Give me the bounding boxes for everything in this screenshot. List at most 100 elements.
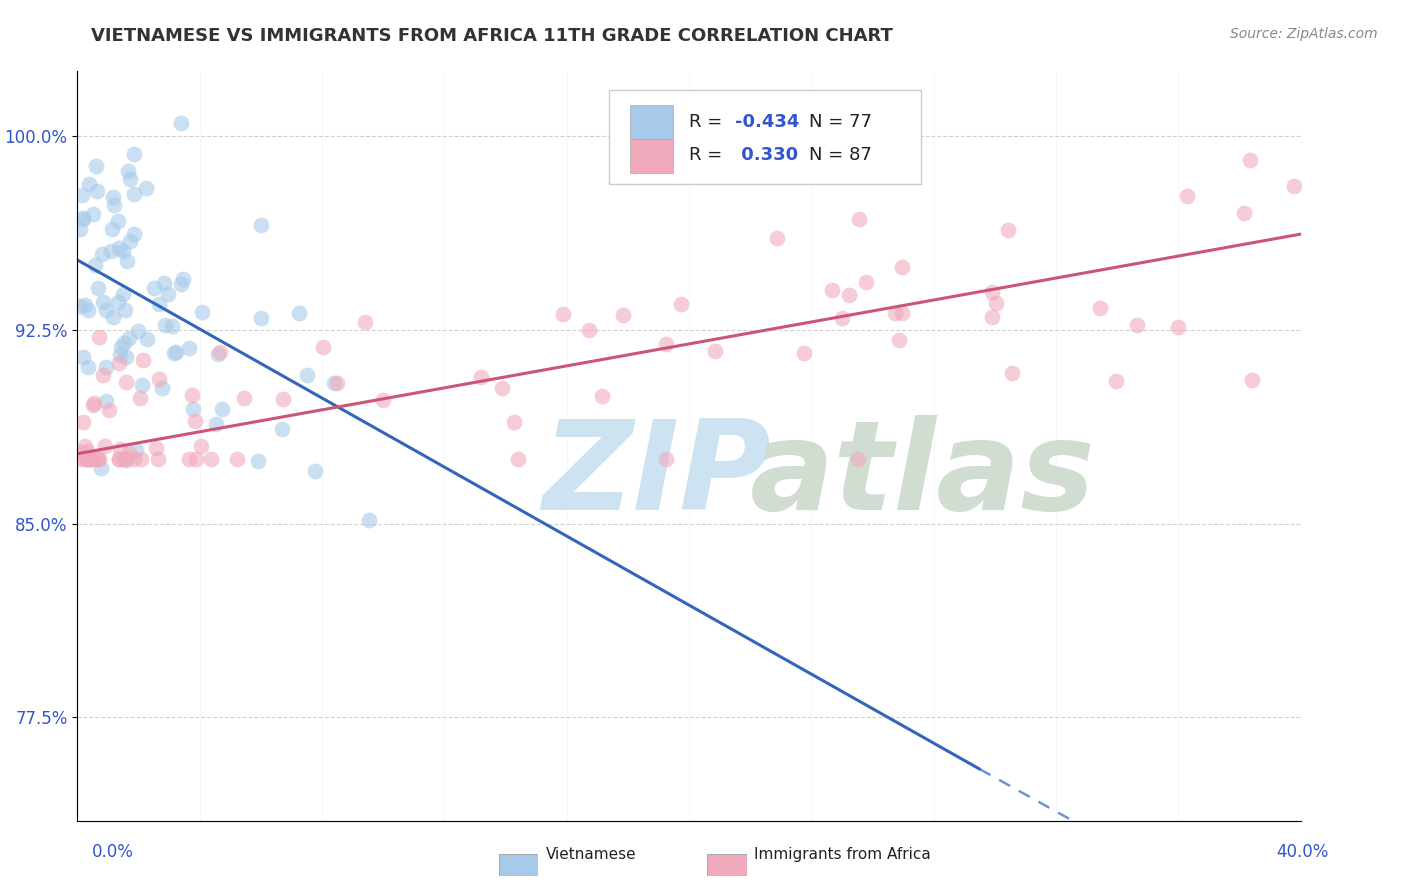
- Point: [72, 415, 94, 429]
- Point: [654, 451, 676, 466]
- Point: [157, 287, 180, 301]
- Point: [86, 184, 108, 198]
- Point: [122, 186, 145, 201]
- Point: [669, 297, 692, 311]
- Point: [112, 451, 135, 466]
- Point: [889, 333, 911, 347]
- Point: [77, 178, 100, 192]
- Point: [226, 451, 249, 466]
- Point: [506, 451, 529, 466]
- Point: [124, 451, 146, 466]
- Point: [143, 280, 166, 294]
- Point: [247, 454, 270, 468]
- Point: [295, 368, 318, 382]
- Point: [821, 283, 844, 297]
- Text: Vietnamese: Vietnamese: [546, 847, 636, 862]
- Text: ZIP: ZIP: [543, 416, 770, 536]
- Point: [551, 307, 574, 321]
- Point: [120, 234, 142, 248]
- Point: [153, 318, 176, 332]
- Point: [135, 181, 157, 195]
- FancyBboxPatch shape: [609, 90, 921, 184]
- Point: [848, 212, 870, 227]
- Point: [846, 451, 869, 466]
- Point: [183, 414, 205, 428]
- Point: [232, 391, 254, 405]
- Point: [72, 350, 94, 364]
- Point: [311, 340, 333, 354]
- Point: [1240, 373, 1263, 387]
- Point: [107, 451, 129, 466]
- Point: [200, 451, 222, 466]
- Text: Source: ZipAtlas.com: Source: ZipAtlas.com: [1230, 27, 1378, 41]
- Point: [77, 359, 100, 374]
- Point: [591, 389, 613, 403]
- Point: [112, 244, 135, 259]
- Point: [326, 376, 349, 390]
- Point: [1239, 153, 1261, 168]
- Point: [100, 244, 122, 259]
- Point: [83, 396, 105, 410]
- Point: [91, 247, 114, 261]
- Point: [84, 160, 107, 174]
- Point: [77, 451, 100, 466]
- Point: [981, 310, 1004, 324]
- Point: [101, 310, 124, 325]
- Text: 0.330: 0.330: [735, 146, 799, 164]
- Point: [765, 231, 787, 245]
- Point: [132, 352, 155, 367]
- Point: [129, 392, 152, 406]
- Point: [108, 241, 131, 255]
- Point: [148, 372, 170, 386]
- Point: [208, 345, 231, 359]
- Point: [108, 442, 131, 457]
- Point: [107, 295, 129, 310]
- Point: [114, 451, 136, 466]
- Point: [115, 350, 138, 364]
- Point: [578, 323, 600, 337]
- Point: [79, 451, 101, 466]
- Point: [129, 451, 152, 466]
- Point: [179, 342, 201, 356]
- Point: [205, 417, 228, 431]
- Text: N = 87: N = 87: [808, 146, 872, 164]
- Point: [82, 207, 104, 221]
- Point: [98, 402, 121, 417]
- Point: [82, 398, 104, 412]
- Point: [191, 305, 214, 319]
- Point: [115, 375, 138, 389]
- Point: [981, 285, 1004, 299]
- Point: [1126, 318, 1149, 332]
- Point: [986, 296, 1008, 310]
- Point: [322, 376, 344, 390]
- Text: 0.0%: 0.0%: [91, 843, 134, 861]
- Point: [108, 451, 131, 466]
- Point: [359, 513, 381, 527]
- Point: [112, 287, 135, 301]
- Point: [69, 451, 91, 466]
- Point: [704, 344, 727, 359]
- Point: [150, 381, 173, 395]
- Point: [249, 218, 271, 232]
- Point: [1167, 320, 1189, 334]
- Point: [101, 222, 124, 236]
- Point: [491, 381, 513, 395]
- Point: [82, 451, 104, 466]
- Point: [122, 227, 145, 242]
- Point: [831, 310, 853, 325]
- FancyBboxPatch shape: [630, 139, 673, 172]
- Point: [353, 315, 375, 329]
- Point: [94, 393, 117, 408]
- Point: [94, 439, 117, 453]
- Point: [117, 163, 139, 178]
- Point: [77, 303, 100, 318]
- Point: [87, 281, 110, 295]
- Point: [1001, 366, 1024, 380]
- Point: [271, 392, 294, 406]
- Point: [884, 306, 907, 320]
- Point: [997, 222, 1019, 236]
- Point: [250, 311, 273, 326]
- Point: [172, 272, 194, 286]
- Point: [891, 260, 914, 274]
- Point: [114, 303, 136, 318]
